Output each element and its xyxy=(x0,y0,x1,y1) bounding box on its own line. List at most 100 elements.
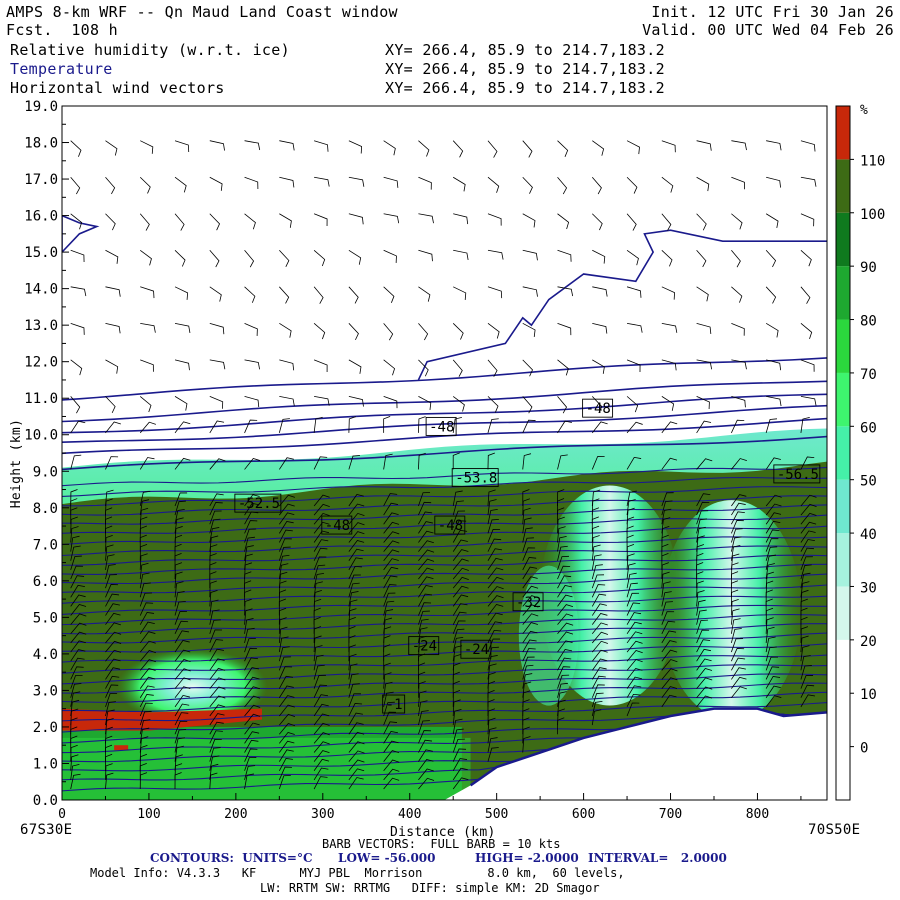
wind-barb xyxy=(105,658,121,671)
wind-barb xyxy=(557,489,565,506)
wind-barb xyxy=(522,453,532,470)
wind-barb xyxy=(140,286,155,299)
wind-barb xyxy=(313,694,329,708)
wind-barb xyxy=(661,517,671,534)
wind-barb xyxy=(557,649,573,662)
wind-barb xyxy=(800,512,817,525)
wind-barb xyxy=(661,359,677,371)
contour-label: -52.5 xyxy=(238,496,280,512)
wind-barb xyxy=(626,322,643,333)
wind-barb xyxy=(731,176,745,190)
wind-barb xyxy=(348,286,359,304)
wind-barb xyxy=(522,673,533,689)
wind-barb xyxy=(209,755,220,771)
wind-barb xyxy=(626,490,637,507)
colorbar-label: 50 xyxy=(860,474,877,490)
wind-barb xyxy=(383,759,400,772)
contour-label-box xyxy=(460,639,492,659)
y-tick-label: 7.0 xyxy=(33,537,58,553)
wind-barb xyxy=(696,213,707,231)
wind-barb xyxy=(70,420,86,434)
wind-barb xyxy=(244,458,261,470)
wind-barb xyxy=(591,603,607,616)
wind-barb xyxy=(139,640,156,653)
colorbar-swatch xyxy=(836,426,850,480)
wind-barb xyxy=(487,727,497,744)
wind-barb xyxy=(279,176,295,188)
isotherm xyxy=(62,504,827,525)
wind-barb xyxy=(696,668,713,680)
wind-barb xyxy=(209,502,223,516)
wind-barb xyxy=(279,723,296,735)
wind-barb xyxy=(209,629,223,644)
wind-barb xyxy=(313,684,328,698)
wind-barb xyxy=(209,527,220,543)
wind-barb xyxy=(244,286,256,303)
wind-barb xyxy=(70,555,82,571)
wind-barb xyxy=(244,528,257,543)
wind-barb xyxy=(70,754,79,771)
wind-barb xyxy=(487,286,503,299)
colorbar-label: 80 xyxy=(860,314,877,330)
isotherm xyxy=(62,691,827,712)
wind-barb xyxy=(522,322,536,337)
wind-barb xyxy=(452,748,467,762)
wind-barb xyxy=(452,620,466,634)
colorbar-label: 100 xyxy=(860,207,885,223)
wind-barb xyxy=(487,323,500,339)
wind-barb xyxy=(452,628,465,644)
x-tick-label: 200 xyxy=(224,807,247,822)
wind-barb xyxy=(174,686,191,698)
wind-barb xyxy=(278,563,289,580)
y-tick-label: 17.0 xyxy=(24,172,58,188)
wind-barb xyxy=(661,213,672,231)
contour-label: -48 xyxy=(429,419,454,435)
wind-barb xyxy=(557,249,572,262)
wind-barb xyxy=(800,503,817,516)
wind-barb xyxy=(383,249,397,263)
wind-barb xyxy=(626,249,639,266)
colorbar-label: 40 xyxy=(860,527,877,543)
wind-barb xyxy=(800,530,816,543)
wind-barb xyxy=(661,508,672,525)
wind-barb xyxy=(279,740,295,753)
wind-barb xyxy=(731,494,747,507)
wind-barb xyxy=(174,729,187,744)
wind-barb xyxy=(105,544,114,561)
wind-barb xyxy=(244,176,259,189)
wind-barb xyxy=(139,421,156,434)
wind-barb xyxy=(244,322,258,336)
wind-barb xyxy=(696,176,710,192)
wind-barb xyxy=(348,359,362,374)
rh-lens xyxy=(117,648,268,725)
wind-barb xyxy=(661,640,677,653)
wind-barb xyxy=(174,640,190,653)
wind-barb xyxy=(244,647,258,662)
wind-barb xyxy=(348,777,364,790)
wind-barb xyxy=(348,213,364,225)
wind-barb xyxy=(70,526,79,543)
wind-barb xyxy=(139,396,152,413)
wind-barb xyxy=(279,494,296,507)
wind-barb xyxy=(313,249,326,267)
wind-barb xyxy=(626,621,642,635)
wind-barb xyxy=(105,631,122,644)
wind-barb xyxy=(244,713,261,726)
wind-barb xyxy=(383,768,400,781)
wind-barb xyxy=(139,612,155,625)
wind-barb xyxy=(244,140,261,151)
wind-barb xyxy=(418,567,434,580)
wind-barb xyxy=(661,562,669,580)
wind-barb xyxy=(591,684,605,698)
wind-barb xyxy=(765,546,778,561)
wind-barb xyxy=(800,395,817,406)
wind-barb xyxy=(557,640,573,653)
wind-barb xyxy=(174,322,191,334)
wind-barb xyxy=(522,585,539,598)
wind-barb xyxy=(139,659,156,671)
isotherm-upper xyxy=(62,393,827,434)
wind-barb xyxy=(452,758,468,771)
wind-barb xyxy=(765,666,780,680)
wind-barb xyxy=(696,639,711,653)
wind-barb xyxy=(383,416,391,433)
